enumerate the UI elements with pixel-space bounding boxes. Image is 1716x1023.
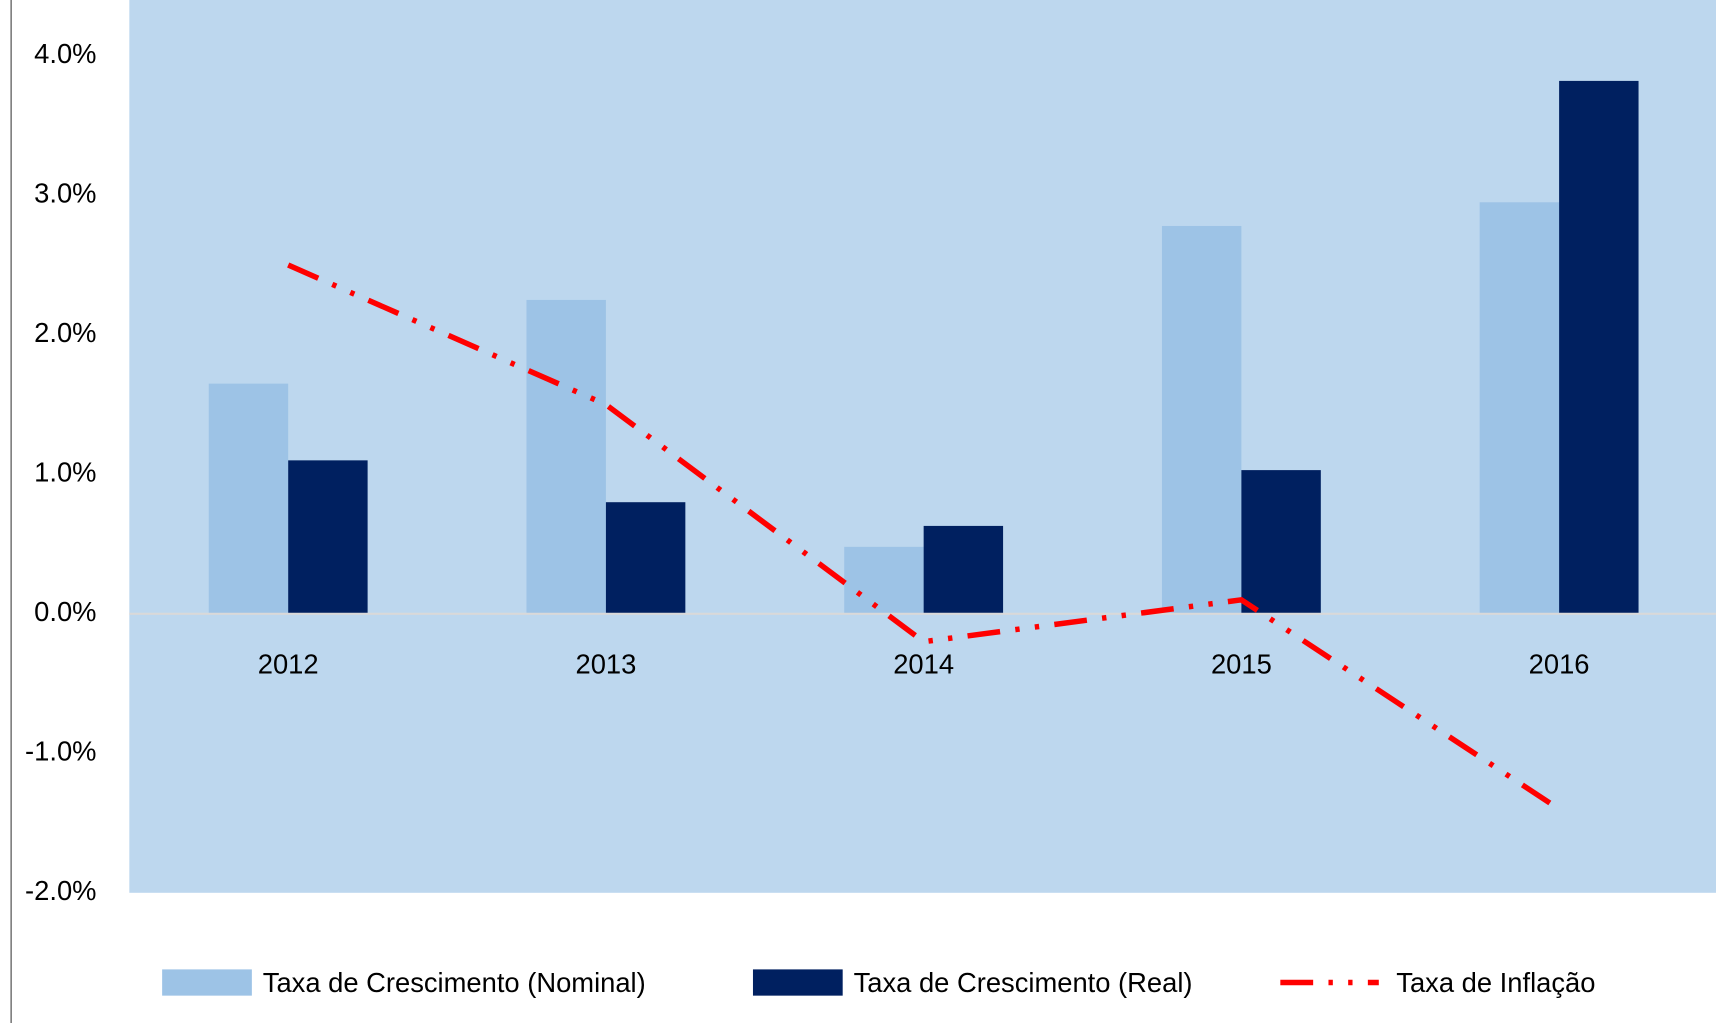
plot-area [129,0,1716,893]
y-tick-label: 4.0% [34,38,96,69]
bar [526,299,606,614]
y-tick-label: 2.0% [34,317,96,348]
bar [208,383,289,614]
y-tick-label: 1.0% [34,457,96,488]
y-tick-label: -1.0% [25,736,96,767]
bar [1161,225,1242,614]
bar [923,525,1004,614]
x-tick-label: 2014 [893,649,954,680]
bar [605,502,686,614]
y-tick-label: 0.0% [34,596,96,627]
bar [1559,80,1639,614]
x-tick-label: 2013 [575,649,636,680]
bar [1241,470,1321,614]
y-tick-label: -2.0% [25,875,96,906]
bar [1479,202,1560,614]
legend-label: Taxa de Crescimento (Real) [854,967,1193,998]
y-tick-label: 3.0% [34,178,96,209]
bar [844,546,924,614]
legend-label: Taxa de Inflação [1396,967,1595,998]
x-tick-label: 2015 [1211,649,1272,680]
x-tick-label: 2012 [258,649,319,680]
bar [288,460,368,614]
legend-label: Taxa de Crescimento (Nominal) [263,967,646,998]
x-tick-label: 2016 [1529,649,1590,680]
legend-swatch [752,969,843,996]
legend-swatch [162,969,252,996]
